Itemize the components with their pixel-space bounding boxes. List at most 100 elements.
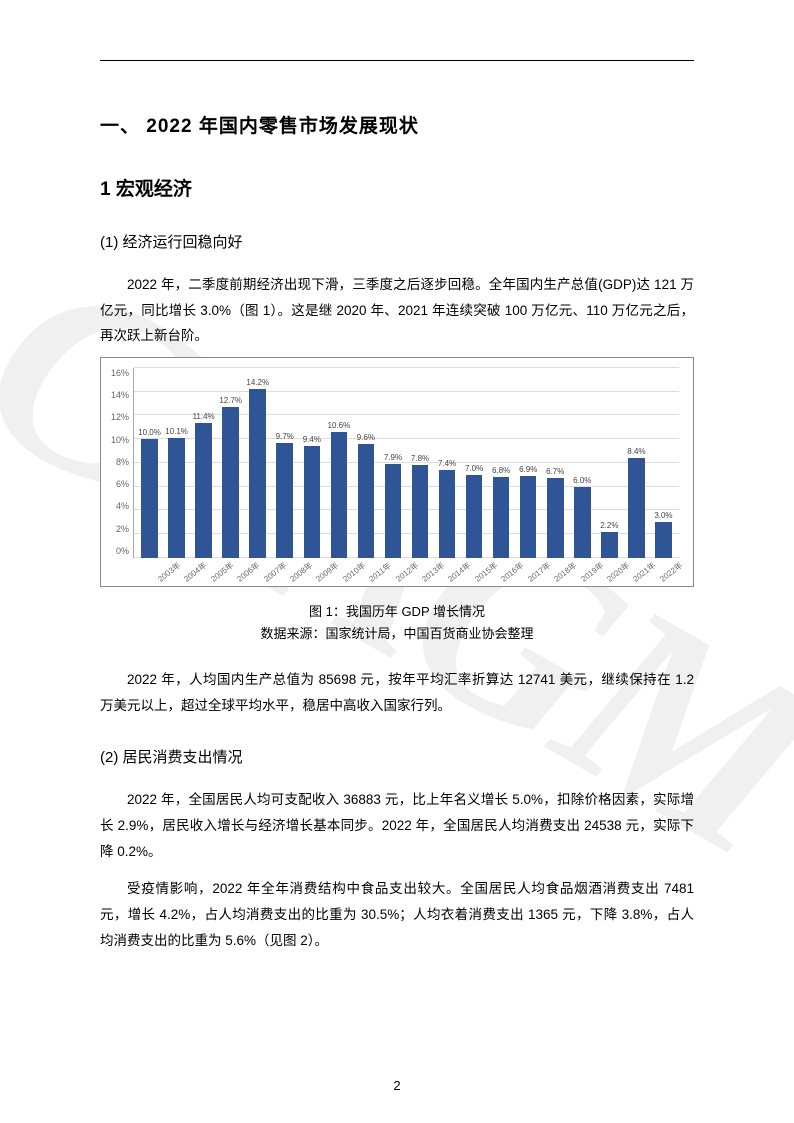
bar [520,476,537,558]
y-tick-label: 6% [111,479,129,489]
x-tick-label: 2009年 [314,562,344,592]
chart-bars: 10.0% 10.1% 11.4% 12.7% 14.2% 9.7% 9.4% 10.6% 9.… [134,368,679,558]
bar [304,446,321,558]
bar-column: 6.8% [490,368,513,558]
section-1-title: (1) 经济运行回稳向好 [100,231,694,252]
bar-value-label: 7.0% [465,464,483,473]
bar-value-label: 7.8% [411,454,429,463]
y-tick-label: 2% [111,524,129,534]
bar [439,470,456,558]
x-tick-label: 2010年 [341,562,371,592]
chart-y-axis: 16% 14% 12% 10% 8% 6% 4% 2% 0% [111,368,133,558]
bar [628,458,645,558]
x-tick-label: 2013年 [420,562,450,592]
y-tick-label: 0% [111,546,129,556]
bar [493,477,510,558]
x-tick-label: 2004年 [182,562,212,592]
bar-column: 7.9% [381,368,404,558]
header-rule [100,60,694,61]
bar [385,464,402,558]
bar-value-label: 11.4% [193,412,215,421]
x-tick-label: 2012年 [393,562,423,592]
bar-column: 3.0% [652,368,675,558]
bar-value-label: 10.0% [138,428,161,437]
x-tick-label: 2008年 [288,562,318,592]
bar-column: 7.8% [408,368,431,558]
bar [331,432,348,558]
bar-value-label: 6.0% [573,476,591,485]
bar [249,389,266,558]
x-tick-label: 2014年 [446,562,476,592]
bar [574,487,591,558]
bar-column: 9.7% [273,368,296,558]
chart-plot-area: 10.0% 10.1% 11.4% 12.7% 14.2% 9.7% 9.4% 10.6% 9.… [133,368,679,558]
heading-1: 一、 2022 年国内零售市场发展现状 [100,111,694,138]
section-2-para-1: 2022 年，全国居民人均可支配收入 36883 元，比上年名义增长 5.0%，… [100,787,694,864]
bar [466,475,483,558]
x-tick-label: 2005年 [209,562,239,592]
bar-value-label: 12.7% [219,396,242,405]
x-tick-label: 2015年 [473,562,503,592]
bar-value-label: 6.8% [492,466,510,475]
bar-value-label: 10.1% [165,427,188,436]
heading-2: 1 宏观经济 [100,174,694,201]
bar-column: 10.1% [165,368,188,558]
bar-column: 6.7% [544,368,567,558]
bar-column: 8.4% [625,368,648,558]
x-tick-label: 2016年 [499,562,529,592]
chart-caption-source: 数据来源：国家统计局，中国百货商业协会整理 [100,623,694,645]
bar-column: 11.4% [192,368,215,558]
x-tick-label: 2006年 [235,562,265,592]
bar-value-label: 8.4% [627,447,645,456]
bar-column: 12.7% [219,368,242,558]
page-number: 2 [0,1078,794,1093]
chart-x-axis: 2003年2004年2005年2006年2007年2008年2009年2010年… [111,558,679,582]
y-tick-label: 12% [111,412,129,422]
x-tick-label: 2011年 [367,562,397,592]
bar-column: 10.6% [327,368,350,558]
bar-value-label: 3.0% [654,511,672,520]
bar-value-label: 9.4% [303,435,321,444]
y-tick-label: 16% [111,368,129,378]
chart-caption-title: 图 1：我国历年 GDP 增长情况 [100,601,694,623]
bar-column: 14.2% [246,368,269,558]
x-tick-label: 2007年 [261,562,291,592]
bar-value-label: 9.6% [357,433,375,442]
section-2-para-2: 受疫情影响，2022 年全年消费结构中食品支出较大。全国居民人均食品烟酒消费支出… [100,876,694,953]
bar-value-label: 7.4% [438,459,456,468]
bar [358,444,375,558]
x-tick-label: 2003年 [156,562,186,592]
bar-column: 2.2% [598,368,621,558]
bar-column: 7.4% [436,368,459,558]
bar [195,423,212,558]
bar-column: 6.9% [517,368,540,558]
x-tick-label: 2020年 [605,562,635,592]
gdp-chart: 16% 14% 12% 10% 8% 6% 4% 2% 0% 10.0% 10.1% 11.4% 12… [100,357,694,587]
bar-column: 9.6% [354,368,377,558]
x-tick-label: 2017年 [525,562,555,592]
bar [601,532,618,558]
y-tick-label: 4% [111,501,129,511]
x-tick-label: 2021年 [631,562,661,592]
bar [141,439,158,558]
y-tick-label: 10% [111,435,129,445]
bar [276,443,293,558]
bar-value-label: 6.7% [546,467,564,476]
bar [412,465,429,558]
y-tick-label: 14% [111,390,129,400]
x-tick-label: 2022年 [657,562,687,592]
bar-value-label: 9.7% [276,432,294,441]
bar [655,522,672,558]
bar [222,407,239,558]
bar-column: 10.0% [138,368,161,558]
bar-value-label: 10.6% [328,421,351,430]
bar-column: 9.4% [300,368,323,558]
bar-value-label: 2.2% [600,521,618,530]
bar-column: 7.0% [463,368,486,558]
para-gdp-per-capita: 2022 年，人均国内生产总值为 85698 元，按年平均汇率折算达 12741… [100,667,694,718]
bar-value-label: 6.9% [519,465,537,474]
x-tick-label: 2018年 [552,562,582,592]
y-tick-label: 8% [111,457,129,467]
bar [547,478,564,558]
page-content: 一、 2022 年国内零售市场发展现状 1 宏观经济 (1) 经济运行回稳向好 … [0,0,794,1001]
